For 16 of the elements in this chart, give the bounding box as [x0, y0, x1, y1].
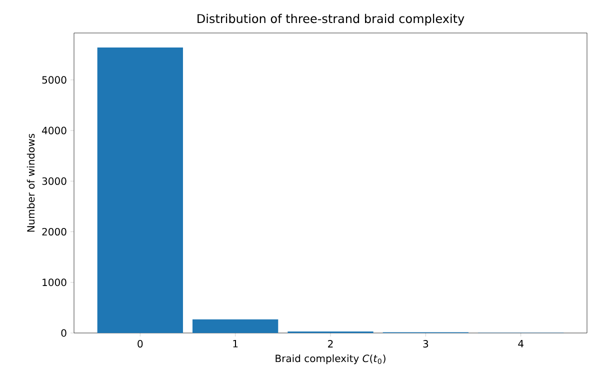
y-tick-label: 5000 [42, 76, 66, 84]
x-tick-label: 1 [233, 340, 238, 348]
y-tick-label: 2000 [42, 228, 66, 236]
x-tick-label: 0 [138, 340, 143, 348]
x-tick-label: 4 [518, 340, 524, 348]
y-tick-label: 0 [61, 329, 66, 337]
chart-title: Distribution of three-strand braid complexity [198, 14, 464, 26]
y-tick-label: 1000 [42, 278, 66, 286]
x-tick-label: 2 [328, 340, 333, 348]
x-axis-title: Braid complexity C(t$_{0}$) [276, 354, 386, 364]
x-tick-label: 3 [423, 340, 428, 348]
y-axis-title: Number of windows [26, 134, 35, 232]
y-tick-label: 4000 [42, 126, 66, 134]
y-tick-label: 3000 [42, 177, 66, 185]
bar [192, 319, 278, 333]
bar [97, 48, 183, 333]
